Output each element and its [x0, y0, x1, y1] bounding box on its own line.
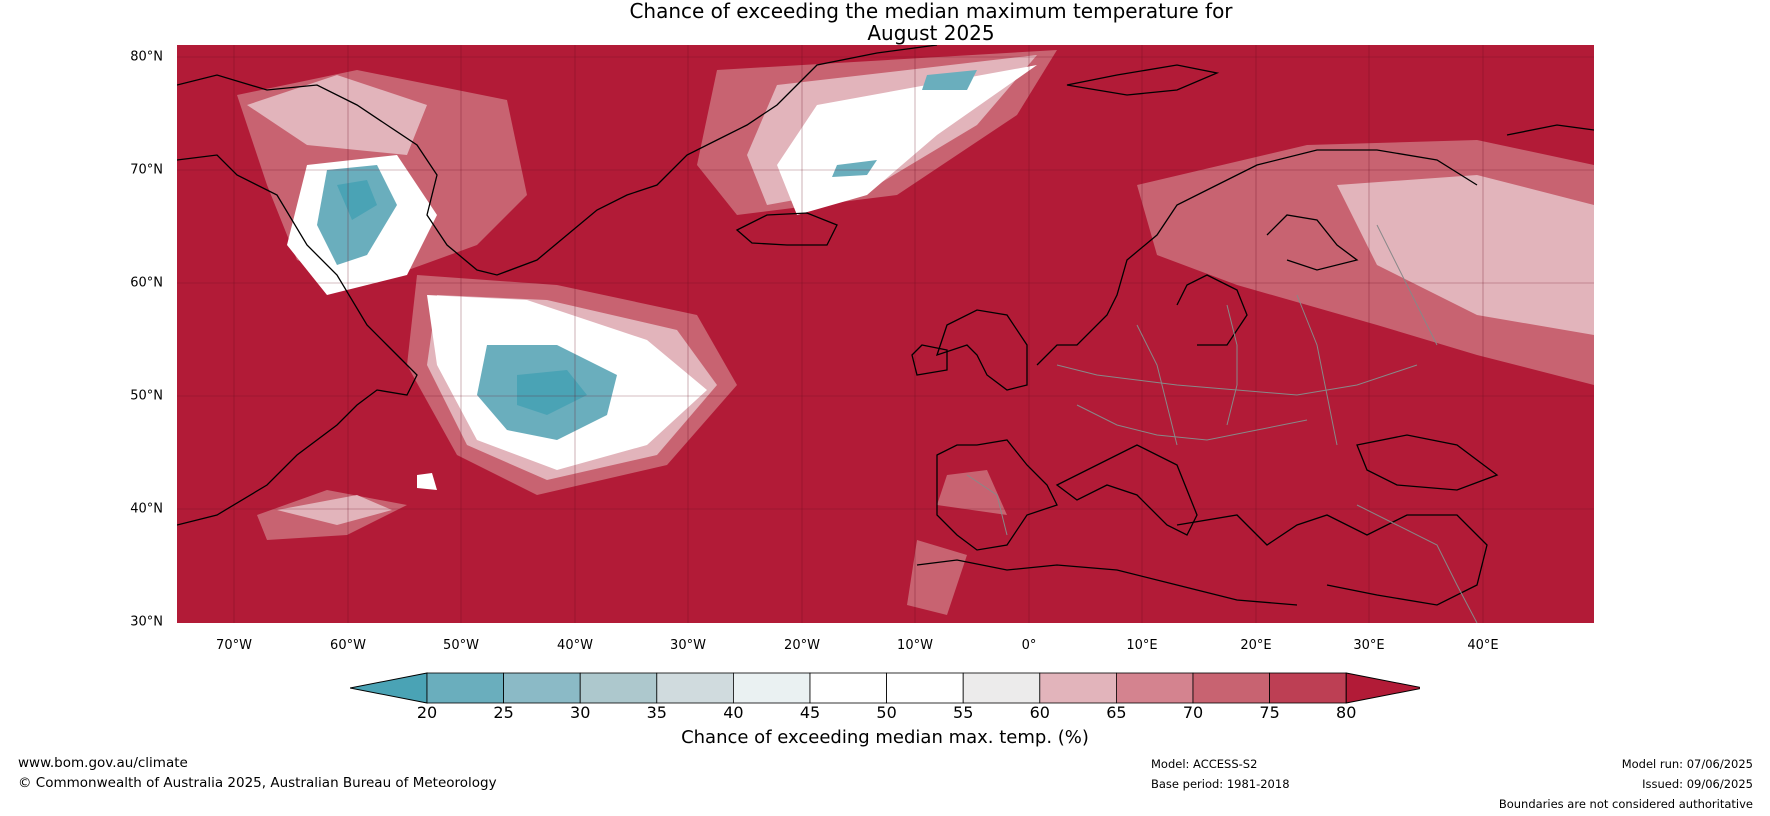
colorbar-segment — [1269, 672, 1347, 704]
chart-title-line-2: August 2025 — [867, 21, 995, 45]
colorbar-tick-45: 45 — [799, 703, 821, 722]
issued-text: Issued: 09/06/2025 — [1642, 777, 1753, 791]
colorbar-segment — [426, 672, 504, 704]
lon-label-40e: 40°E — [1467, 638, 1499, 653]
disclaimer-text: Boundaries are not considered authoritat… — [1498, 797, 1753, 811]
lat-label-40n: 40°N — [130, 501, 163, 517]
lat-label-30n: 30°N — [130, 614, 163, 630]
colorbar-segment — [886, 672, 964, 704]
colorbar-tick-20: 20 — [416, 703, 438, 722]
lat-label-70n: 70°N — [130, 162, 163, 178]
website-text: www.bom.gov.au/climate — [18, 755, 188, 771]
colorbar-segment — [1039, 672, 1117, 704]
country-borders — [966, 224, 1478, 623]
colorbar-segment — [809, 672, 887, 704]
lon-label-70w: 70°W — [216, 638, 252, 653]
lat-label-50n: 50°N — [130, 388, 163, 404]
colorbar — [350, 672, 1420, 704]
colorbar-tick-50: 50 — [876, 703, 897, 722]
probability-map — [177, 45, 1594, 623]
probability-20-25-cores — [337, 180, 587, 415]
colorbar-segment — [1116, 672, 1194, 704]
map-graphic — [177, 45, 1594, 623]
model-text: Model: ACCESS-S2 — [1151, 757, 1258, 771]
colorbar-tick-35: 35 — [646, 703, 667, 722]
lon-label-50w: 50°W — [443, 638, 479, 653]
lon-label-10w: 10°W — [897, 638, 933, 653]
lon-label-20e: 20°E — [1240, 638, 1272, 653]
colorbar-segment — [1192, 672, 1270, 704]
colorbar-segment — [732, 672, 811, 704]
colorbar-label: Chance of exceeding median max. temp. (%… — [681, 727, 1089, 748]
chart-title-line-1: Chance of exceeding the median maximum t… — [629, 0, 1233, 23]
lon-label-40w: 40°W — [557, 638, 593, 653]
colorbar-segment — [503, 672, 581, 704]
colorbar-tick-55: 55 — [953, 703, 974, 722]
colorbar-segments — [350, 672, 1420, 704]
lon-label-60w: 60°W — [330, 638, 366, 653]
colorbar-tick-80: 80 — [1336, 703, 1357, 722]
colorbar-arrow-low — [350, 672, 428, 704]
lon-label-30w: 30°W — [670, 638, 706, 653]
colorbar-segment — [962, 672, 1041, 704]
colorbar-tick-70: 70 — [1182, 703, 1204, 722]
lon-label-10e: 10°E — [1126, 638, 1158, 653]
colorbar-segment — [656, 672, 734, 704]
colorbar-tick-65: 65 — [1106, 703, 1127, 722]
colorbar-tick-25: 25 — [493, 703, 514, 722]
colorbar-tick-75: 75 — [1259, 703, 1280, 722]
lon-label-0: 0° — [1021, 638, 1037, 653]
lat-label-80n: 80°N — [130, 49, 163, 65]
colorbar-tick-60: 60 — [1029, 703, 1050, 722]
lat-label-60n: 60°N — [130, 275, 163, 291]
copyright-text: © Commonwealth of Australia 2025, Austra… — [18, 775, 497, 791]
colorbar-tick-40: 40 — [723, 703, 744, 722]
coastlines — [177, 45, 1594, 606]
colorbar-tick-30: 30 — [570, 703, 591, 722]
colorbar-arrow-high — [1345, 672, 1420, 704]
lon-label-20w: 20°W — [784, 638, 820, 653]
lon-label-30e: 30°E — [1353, 638, 1385, 653]
colorbar-segment — [579, 672, 658, 704]
model-run-text: Model run: 07/06/2025 — [1621, 757, 1753, 771]
base-period-text: Base period: 1981-2018 — [1151, 777, 1290, 791]
